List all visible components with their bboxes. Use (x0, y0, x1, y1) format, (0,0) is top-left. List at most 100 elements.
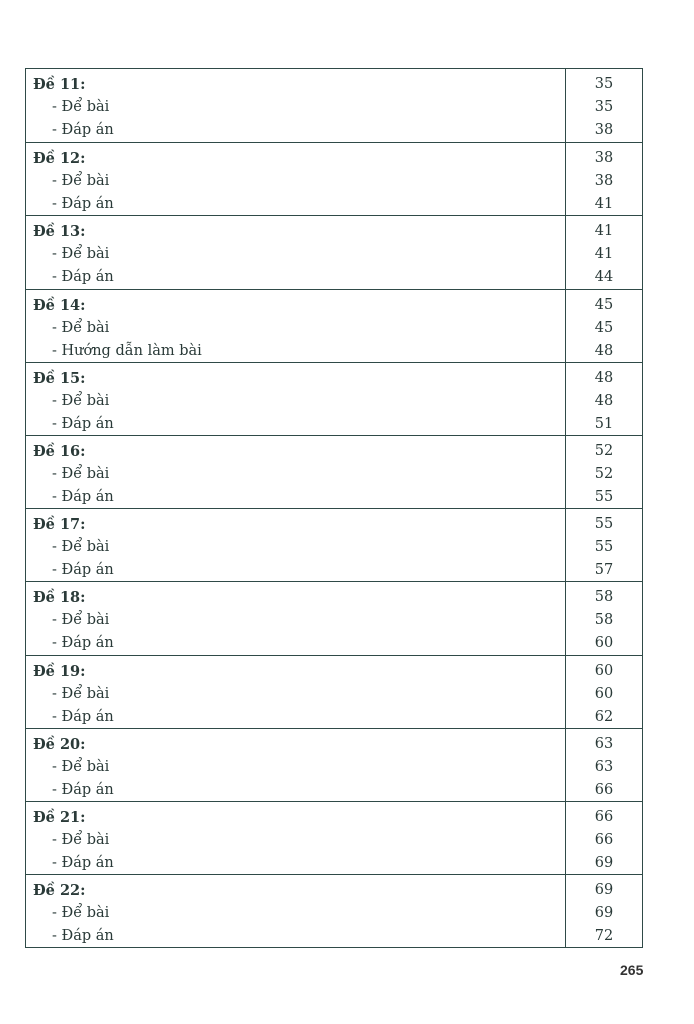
subsection-label: - Đáp án (52, 122, 114, 138)
subsection-page: 57 (594, 562, 614, 579)
section-title: Đề 22: (33, 882, 86, 900)
subsection-page: 58 (594, 612, 614, 629)
toc-entries: Đề 13: - Để bài - Đáp án (26, 216, 566, 289)
subsection-page: 35 (594, 99, 614, 115)
subsection-label: - Để bài (52, 905, 110, 922)
toc-group: Đề 20: - Để bài - Đáp án 63 63 66 (26, 727, 642, 801)
section-title: Đề 14: (33, 296, 86, 314)
subsection-page: 45 (594, 319, 614, 336)
toc-pages: 38 38 41 (566, 143, 642, 215)
section-page: 38 (594, 150, 614, 167)
toc-group: Đề 15: - Để bài - Đáp án 48 48 51 (26, 361, 642, 435)
subsection-page: 51 (594, 415, 614, 432)
toc-pages: 55 55 57 (566, 509, 642, 581)
table-of-contents: Đề 11: - Để bài - Đáp án 35 35 38 Đề 12: - Để b… (25, 68, 643, 949)
toc-pages: 45 45 48 (566, 290, 642, 362)
subsection-page: 72 (594, 928, 614, 945)
section-page: 48 (594, 369, 614, 386)
section-page: 55 (594, 516, 614, 533)
subsection-page: 44 (594, 269, 614, 286)
section-page: 60 (594, 662, 614, 679)
subsection-page: 41 (594, 196, 614, 213)
section-page: 69 (594, 882, 614, 899)
subsection-page: 60 (594, 685, 614, 702)
subsection-label: - Để bài (52, 758, 110, 775)
page-number: 265 (620, 962, 644, 978)
subsection-label: - Đáp án (52, 928, 114, 945)
toc-group: Đề 11: - Để bài - Đáp án 35 35 38 (26, 69, 642, 143)
toc-group: Đề 13: - Để bài - Đáp án 41 41 44 (26, 215, 642, 289)
subsection-page: 69 (594, 905, 614, 922)
section-page: 52 (594, 442, 614, 459)
subsection-label: - Để bài (52, 99, 110, 115)
toc-pages: 66 66 69 (566, 802, 642, 874)
subsection-label: - Đáp án (52, 415, 114, 432)
toc-entries: Đề 21: - Để bài - Đáp án (26, 801, 566, 875)
subsection-label: - Đáp án (52, 635, 114, 652)
subsection-page: 52 (594, 465, 614, 482)
toc-pages: 63 63 66 (566, 729, 642, 801)
section-title: Đề 17: (33, 516, 86, 534)
section-page: 45 (594, 296, 614, 313)
toc-entries: Đề 11: - Để bài - Đáp án (26, 69, 566, 143)
toc-pages: 69 69 72 (566, 875, 642, 947)
toc-entries: Đề 20: - Để bài - Đáp án (26, 728, 566, 801)
toc-pages: 58 58 60 (566, 582, 642, 654)
toc-entries: Đề 14: - Để bài - Hướng dẫn làm bài (26, 289, 566, 362)
section-title: Đề 20: (33, 735, 86, 753)
subsection-label: - Đáp án (52, 269, 114, 286)
subsection-label: - Để bài (52, 612, 110, 629)
subsection-page: 62 (594, 708, 614, 725)
subsection-label: - Để bài (52, 392, 110, 409)
section-title: Đề 11: (33, 76, 86, 93)
subsection-label: - Đáp án (52, 562, 114, 579)
subsection-label: - Đáp án (52, 854, 114, 871)
section-title: Đề 13: (33, 223, 86, 241)
subsection-label: - Để bài (52, 831, 110, 848)
section-title: Đề 19: (33, 662, 86, 680)
toc-group: Đề 12: - Để bài - Đáp án 38 38 41 (26, 142, 642, 216)
subsection-label: - Để bài (52, 319, 110, 336)
subsection-page: 55 (594, 539, 614, 556)
toc-entries: Đề 16: - Để bài - Đáp án (26, 435, 566, 509)
toc-group: Đề 14: - Để bài - Hướng dẫn làm bài 45 45 48 (26, 288, 642, 362)
subsection-label: - Đáp án (52, 196, 114, 213)
toc-group: Đề 19: - Để bài - Đáp án 60 60 62 (26, 654, 642, 728)
toc-entries: Đề 15: - Để bài - Đáp án (26, 362, 566, 435)
subsection-label: - Để bài (52, 465, 110, 482)
toc-entries: Đề 19: - Để bài - Đáp án (26, 655, 566, 728)
toc-group: Đề 21: - Để bài - Đáp án 66 66 69 (26, 800, 642, 875)
subsection-page: 41 (594, 246, 614, 263)
toc-entries: Đề 18: - Để bài - Đáp án (26, 582, 566, 655)
subsection-page: 66 (594, 831, 614, 848)
toc-group: Đề 17: - Để bài - Đáp án 55 55 57 (26, 508, 642, 582)
toc-entries: Đề 12: - Để bài - Đáp án (26, 143, 566, 216)
subsection-page: 55 (594, 488, 614, 505)
subsection-label: - Để bài (52, 685, 110, 702)
subsection-label: - Đáp án (52, 488, 114, 505)
subsection-label: - Hướng dẫn làm bài (52, 342, 202, 359)
subsection-label: - Đáp án (52, 781, 114, 798)
toc-entries: Đề 17: - Để bài - Đáp án (26, 509, 566, 582)
section-page: 58 (594, 589, 614, 606)
subsection-page: 48 (594, 392, 614, 409)
toc-pages: 52 52 55 (566, 436, 642, 508)
subsection-page: 38 (594, 122, 614, 138)
toc-group: Đề 18: - Để bài - Đáp án 58 58 60 (26, 581, 642, 655)
subsection-label: - Để bài (52, 539, 110, 556)
toc-pages: 48 48 51 (566, 363, 642, 435)
section-title: Đề 12: (33, 150, 86, 168)
subsection-label: - Để bài (52, 173, 110, 190)
section-title: Đề 16: (33, 442, 86, 460)
toc-pages: 35 35 38 (566, 69, 642, 142)
section-title: Đề 18: (33, 589, 86, 607)
subsection-page: 60 (594, 635, 614, 652)
toc-pages: 41 41 44 (566, 216, 642, 288)
toc-entries: Đề 22: - Để bài - Đáp án (26, 875, 566, 948)
section-page: 35 (594, 76, 614, 92)
section-title: Đề 15: (33, 369, 86, 387)
toc-group: Đề 22: - Để bài - Đáp án 69 69 72 (26, 874, 642, 948)
subsection-page: 69 (594, 854, 614, 871)
subsection-page: 63 (594, 758, 614, 775)
subsection-label: - Để bài (52, 246, 110, 263)
